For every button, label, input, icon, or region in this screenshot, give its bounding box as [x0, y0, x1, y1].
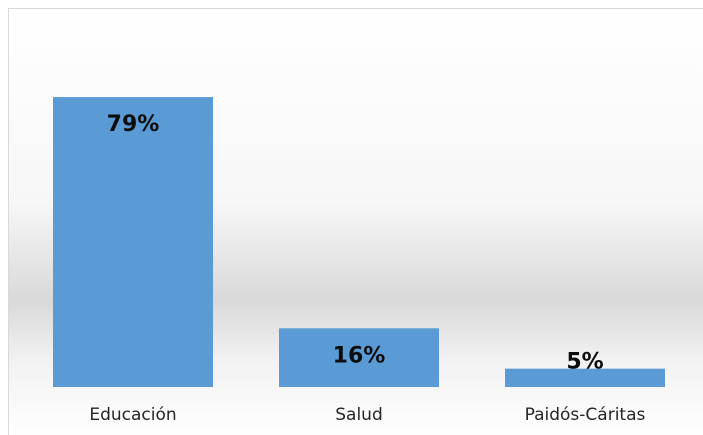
- x-tick-label: Salud: [335, 405, 383, 425]
- x-tick-label: Paidós-Cáritas: [525, 405, 646, 425]
- data-label: 16%: [333, 343, 386, 368]
- bar: [53, 97, 213, 387]
- bar: [279, 328, 439, 387]
- bar: [505, 368, 665, 387]
- data-label: 79%: [107, 112, 160, 137]
- x-tick-label: Educación: [89, 405, 176, 425]
- data-label: 5%: [566, 350, 603, 375]
